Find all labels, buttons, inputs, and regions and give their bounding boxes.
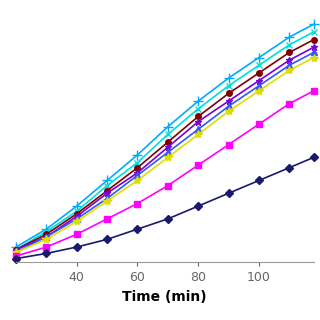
X-axis label: Time (min): Time (min)	[123, 290, 207, 304]
